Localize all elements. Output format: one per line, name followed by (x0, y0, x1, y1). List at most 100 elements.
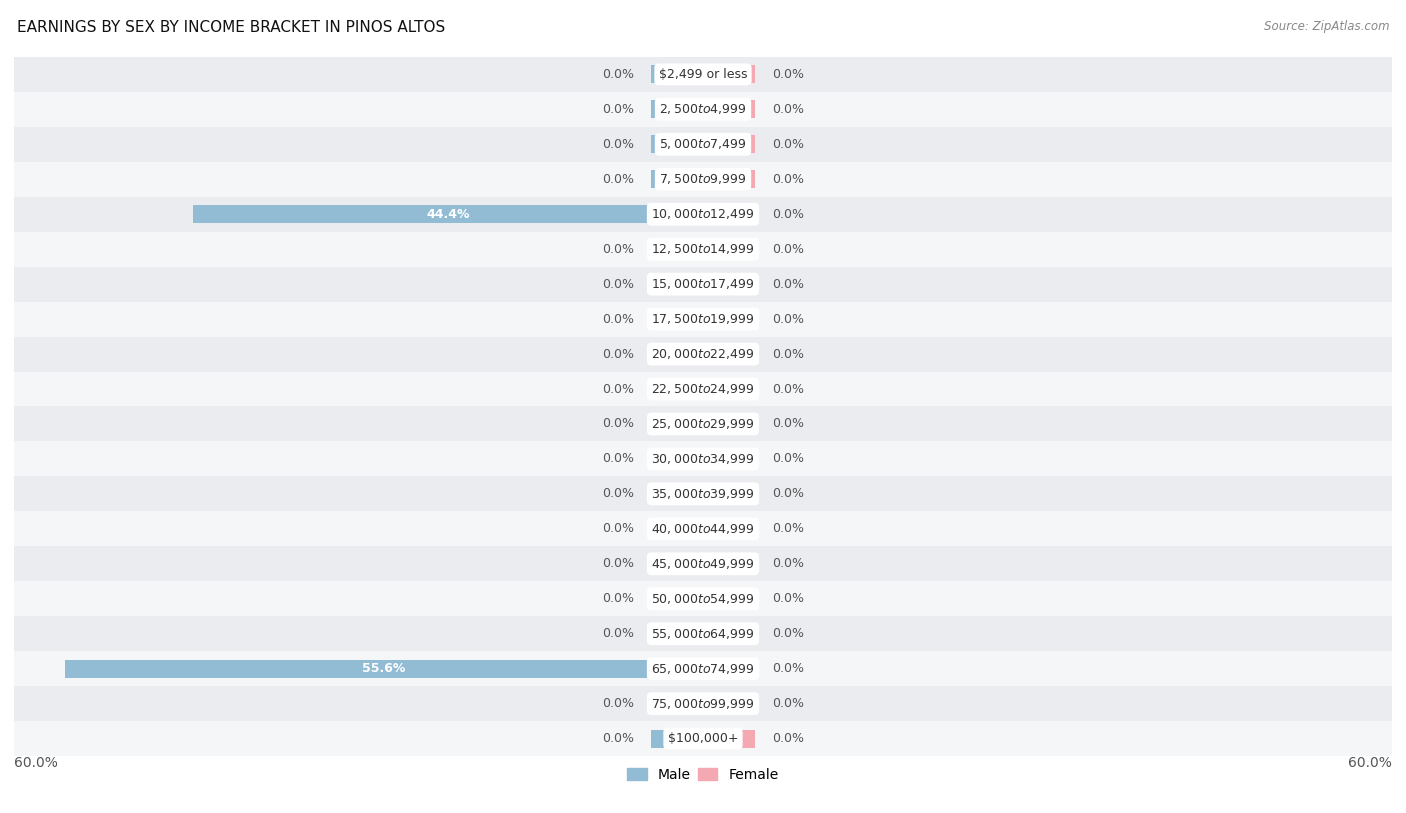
Bar (651, 589, 703, 608)
Bar (703, 100, 755, 119)
Bar (703, 310, 755, 328)
Bar (703, 415, 755, 433)
Bar (14, 372, 1392, 406)
Text: 0.0%: 0.0% (772, 138, 804, 150)
Bar (651, 65, 703, 84)
Bar (703, 450, 755, 468)
Text: 0.0%: 0.0% (602, 628, 634, 640)
Bar (14, 721, 1392, 756)
Text: $2,499 or less: $2,499 or less (659, 68, 747, 80)
Bar (14, 546, 1392, 581)
Text: 0.0%: 0.0% (602, 68, 634, 80)
Bar (703, 659, 755, 678)
Text: 0.0%: 0.0% (602, 383, 634, 395)
Text: 0.0%: 0.0% (772, 313, 804, 325)
Text: 0.0%: 0.0% (772, 103, 804, 115)
Bar (703, 170, 755, 189)
Bar (14, 267, 1392, 302)
Text: $65,000 to $74,999: $65,000 to $74,999 (651, 662, 755, 676)
Text: 0.0%: 0.0% (602, 453, 634, 465)
Text: 0.0%: 0.0% (772, 348, 804, 360)
Bar (703, 135, 755, 154)
Bar (703, 729, 755, 748)
Bar (651, 415, 703, 433)
Text: Source: ZipAtlas.com: Source: ZipAtlas.com (1264, 20, 1389, 33)
Bar (703, 624, 755, 643)
Text: 44.4%: 44.4% (426, 208, 470, 220)
Text: 0.0%: 0.0% (772, 208, 804, 220)
Bar (651, 694, 703, 713)
Text: $55,000 to $64,999: $55,000 to $64,999 (651, 627, 755, 641)
Text: $50,000 to $54,999: $50,000 to $54,999 (651, 592, 755, 606)
Text: $2,500 to $4,999: $2,500 to $4,999 (659, 102, 747, 116)
Bar (703, 554, 755, 573)
Text: 0.0%: 0.0% (772, 418, 804, 430)
Text: $7,500 to $9,999: $7,500 to $9,999 (659, 172, 747, 186)
Bar (703, 240, 755, 259)
Text: 0.0%: 0.0% (772, 488, 804, 500)
Bar (651, 729, 703, 748)
Bar (651, 624, 703, 643)
Bar (14, 337, 1392, 372)
Bar (14, 616, 1392, 651)
Text: 0.0%: 0.0% (772, 558, 804, 570)
Text: 0.0%: 0.0% (602, 173, 634, 185)
Bar (14, 232, 1392, 267)
Text: 0.0%: 0.0% (772, 523, 804, 535)
Text: 0.0%: 0.0% (772, 68, 804, 80)
Text: EARNINGS BY SEX BY INCOME BRACKET IN PINOS ALTOS: EARNINGS BY SEX BY INCOME BRACKET IN PIN… (17, 20, 446, 35)
Bar (14, 651, 1392, 686)
Text: $75,000 to $99,999: $75,000 to $99,999 (651, 697, 755, 711)
Bar (703, 205, 755, 224)
Text: 0.0%: 0.0% (772, 628, 804, 640)
Text: 0.0%: 0.0% (772, 383, 804, 395)
Bar (651, 554, 703, 573)
Bar (65, 659, 703, 678)
Bar (703, 345, 755, 363)
Bar (651, 170, 703, 189)
Bar (703, 65, 755, 84)
Text: 0.0%: 0.0% (602, 698, 634, 710)
Bar (14, 686, 1392, 721)
Text: 0.0%: 0.0% (772, 698, 804, 710)
Text: 60.0%: 60.0% (1348, 756, 1392, 770)
Text: 0.0%: 0.0% (772, 593, 804, 605)
Text: 0.0%: 0.0% (772, 663, 804, 675)
Bar (14, 581, 1392, 616)
Text: 0.0%: 0.0% (602, 278, 634, 290)
Bar (651, 240, 703, 259)
Bar (193, 205, 703, 224)
Bar (14, 406, 1392, 441)
Text: $10,000 to $12,499: $10,000 to $12,499 (651, 207, 755, 221)
Text: 0.0%: 0.0% (602, 348, 634, 360)
Bar (651, 345, 703, 363)
Text: $25,000 to $29,999: $25,000 to $29,999 (651, 417, 755, 431)
Bar (651, 135, 703, 154)
Text: $5,000 to $7,499: $5,000 to $7,499 (659, 137, 747, 151)
Text: $15,000 to $17,499: $15,000 to $17,499 (651, 277, 755, 291)
Text: 0.0%: 0.0% (602, 103, 634, 115)
Bar (703, 275, 755, 293)
Bar (703, 520, 755, 538)
Text: $45,000 to $49,999: $45,000 to $49,999 (651, 557, 755, 571)
Text: 0.0%: 0.0% (772, 733, 804, 745)
Text: 0.0%: 0.0% (602, 733, 634, 745)
Text: $35,000 to $39,999: $35,000 to $39,999 (651, 487, 755, 501)
Bar (14, 57, 1392, 92)
Text: 0.0%: 0.0% (602, 523, 634, 535)
Bar (651, 520, 703, 538)
Text: 0.0%: 0.0% (602, 488, 634, 500)
Bar (651, 310, 703, 328)
Bar (651, 100, 703, 119)
Text: $40,000 to $44,999: $40,000 to $44,999 (651, 522, 755, 536)
Bar (14, 127, 1392, 162)
Text: $12,500 to $14,999: $12,500 to $14,999 (651, 242, 755, 256)
Bar (703, 485, 755, 503)
Bar (14, 197, 1392, 232)
Text: $100,000+: $100,000+ (668, 733, 738, 745)
Text: 0.0%: 0.0% (772, 453, 804, 465)
Text: 0.0%: 0.0% (602, 138, 634, 150)
Text: 0.0%: 0.0% (772, 278, 804, 290)
Text: 0.0%: 0.0% (602, 313, 634, 325)
Bar (14, 162, 1392, 197)
